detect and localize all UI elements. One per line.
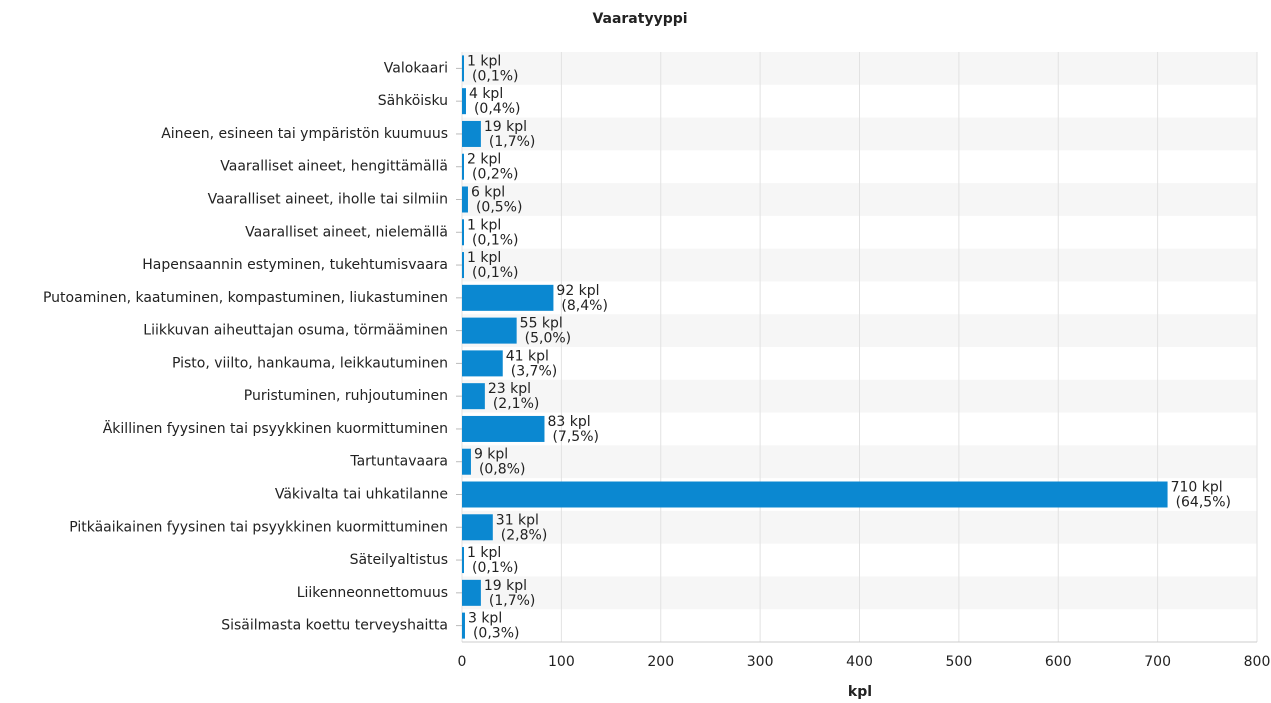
- bar: [462, 514, 493, 541]
- bar: [462, 219, 464, 246]
- value-label: 1 kpl: [467, 545, 501, 561]
- bar: [462, 186, 468, 213]
- x-tick-label: 100: [548, 654, 575, 670]
- value-label: (7,5%): [552, 429, 599, 445]
- value-label: 92 kpl: [556, 283, 599, 299]
- y-tick-label: Sähköisku: [378, 93, 448, 109]
- y-tick-label: Pitkäaikainen fyysinen tai psyykkinen ku…: [69, 519, 448, 535]
- bar: [462, 120, 481, 147]
- bar: [462, 612, 465, 639]
- x-tick-label: 800: [1244, 654, 1271, 670]
- value-label: 19 kpl: [484, 578, 527, 594]
- y-tick-label: Vaaralliset aineet, nielemällä: [245, 224, 448, 240]
- value-label: 83 kpl: [547, 414, 590, 430]
- y-tick-label: Tartuntavaara: [349, 454, 448, 470]
- value-label: 23 kpl: [488, 381, 531, 397]
- bar: [462, 153, 464, 180]
- x-tick-label: 0: [458, 654, 467, 670]
- value-label: (8,4%): [561, 298, 608, 314]
- value-label: (0,4%): [474, 101, 520, 117]
- value-label: (0,3%): [473, 626, 520, 642]
- bar: [462, 252, 464, 279]
- y-tick-label: Säteilyaltistus: [350, 552, 448, 568]
- y-tick-label: Hapensaannin estyminen, tukehtumisvaara: [142, 257, 448, 273]
- bar: [462, 284, 554, 311]
- y-tick-label: Vaaralliset aineet, iholle tai silmiin: [208, 192, 448, 208]
- x-axis-label: kpl: [848, 684, 872, 700]
- y-tick-label: Sisäilmasta koettu terveyshaitta: [221, 618, 448, 634]
- value-label: 3 kpl: [468, 611, 502, 627]
- value-label: (3,7%): [511, 363, 558, 379]
- bar: [462, 579, 481, 606]
- value-label: 1 kpl: [467, 53, 501, 69]
- y-tick-label: Putoaminen, kaatuminen, kompastuminen, l…: [43, 290, 448, 306]
- x-tick-label: 600: [1045, 654, 1072, 670]
- bar: [462, 481, 1168, 508]
- value-label: (0,5%): [476, 200, 523, 216]
- value-label: (0,1%): [472, 265, 519, 281]
- y-tick-label: Väkivalta tai uhkatilanne: [275, 487, 448, 503]
- value-label: 55 kpl: [520, 316, 563, 332]
- y-tick-label: Vaaralliset aineet, hengittämällä: [220, 159, 448, 175]
- value-label: (1,7%): [489, 134, 535, 150]
- chart-title: Vaaratyyppi: [592, 11, 687, 27]
- y-tick-label: Aineen, esineen tai ympäristön kuumuus: [161, 126, 448, 142]
- value-label: (2,1%): [493, 396, 540, 412]
- bar: [462, 415, 545, 442]
- y-tick-label: Valokaari: [384, 60, 448, 76]
- value-label: (2,8%): [501, 527, 548, 543]
- bar: [462, 448, 471, 475]
- y-tick-label: Puristuminen, ruhjoutuminen: [244, 388, 448, 404]
- bar: [462, 383, 485, 410]
- value-label: 710 kpl: [1171, 480, 1223, 496]
- value-label: (0,2%): [472, 167, 519, 183]
- y-tick-label: Äkillinen fyysinen tai psyykkinen kuormi…: [103, 419, 448, 437]
- x-tick-label: 700: [1144, 654, 1171, 670]
- value-label: (0,8%): [479, 462, 525, 478]
- value-label: 2 kpl: [467, 152, 501, 168]
- value-label: (5,0%): [525, 331, 572, 347]
- x-tick-label: 400: [846, 654, 873, 670]
- x-tick-label: 300: [747, 654, 774, 670]
- value-label: 19 kpl: [484, 119, 527, 135]
- value-label: 1 kpl: [467, 217, 501, 233]
- y-tick-label: Pisto, viilto, hankauma, leikkautuminen: [172, 355, 448, 371]
- y-tick-label: Liikkuvan aiheuttajan osuma, törmääminen: [143, 323, 448, 339]
- value-label: 4 kpl: [469, 86, 503, 102]
- value-label: (0,1%): [472, 232, 519, 248]
- value-label: 1 kpl: [467, 250, 501, 266]
- value-label: (0,1%): [472, 68, 519, 84]
- x-tick-label: 500: [946, 654, 973, 670]
- value-label: 41 kpl: [506, 348, 549, 364]
- bar: [462, 317, 517, 344]
- x-tick-label: 200: [647, 654, 674, 670]
- value-label: 6 kpl: [471, 185, 505, 201]
- value-label: (1,7%): [489, 593, 535, 609]
- value-label: (0,1%): [472, 560, 519, 576]
- bar: [462, 547, 464, 574]
- value-label: 9 kpl: [474, 447, 508, 463]
- bar: [462, 350, 503, 377]
- value-label: 31 kpl: [496, 512, 539, 528]
- value-label: (64,5%): [1176, 495, 1231, 511]
- y-tick-label: Liikenneonnettomuus: [297, 585, 448, 601]
- bar: [462, 55, 464, 82]
- bar: [462, 88, 466, 115]
